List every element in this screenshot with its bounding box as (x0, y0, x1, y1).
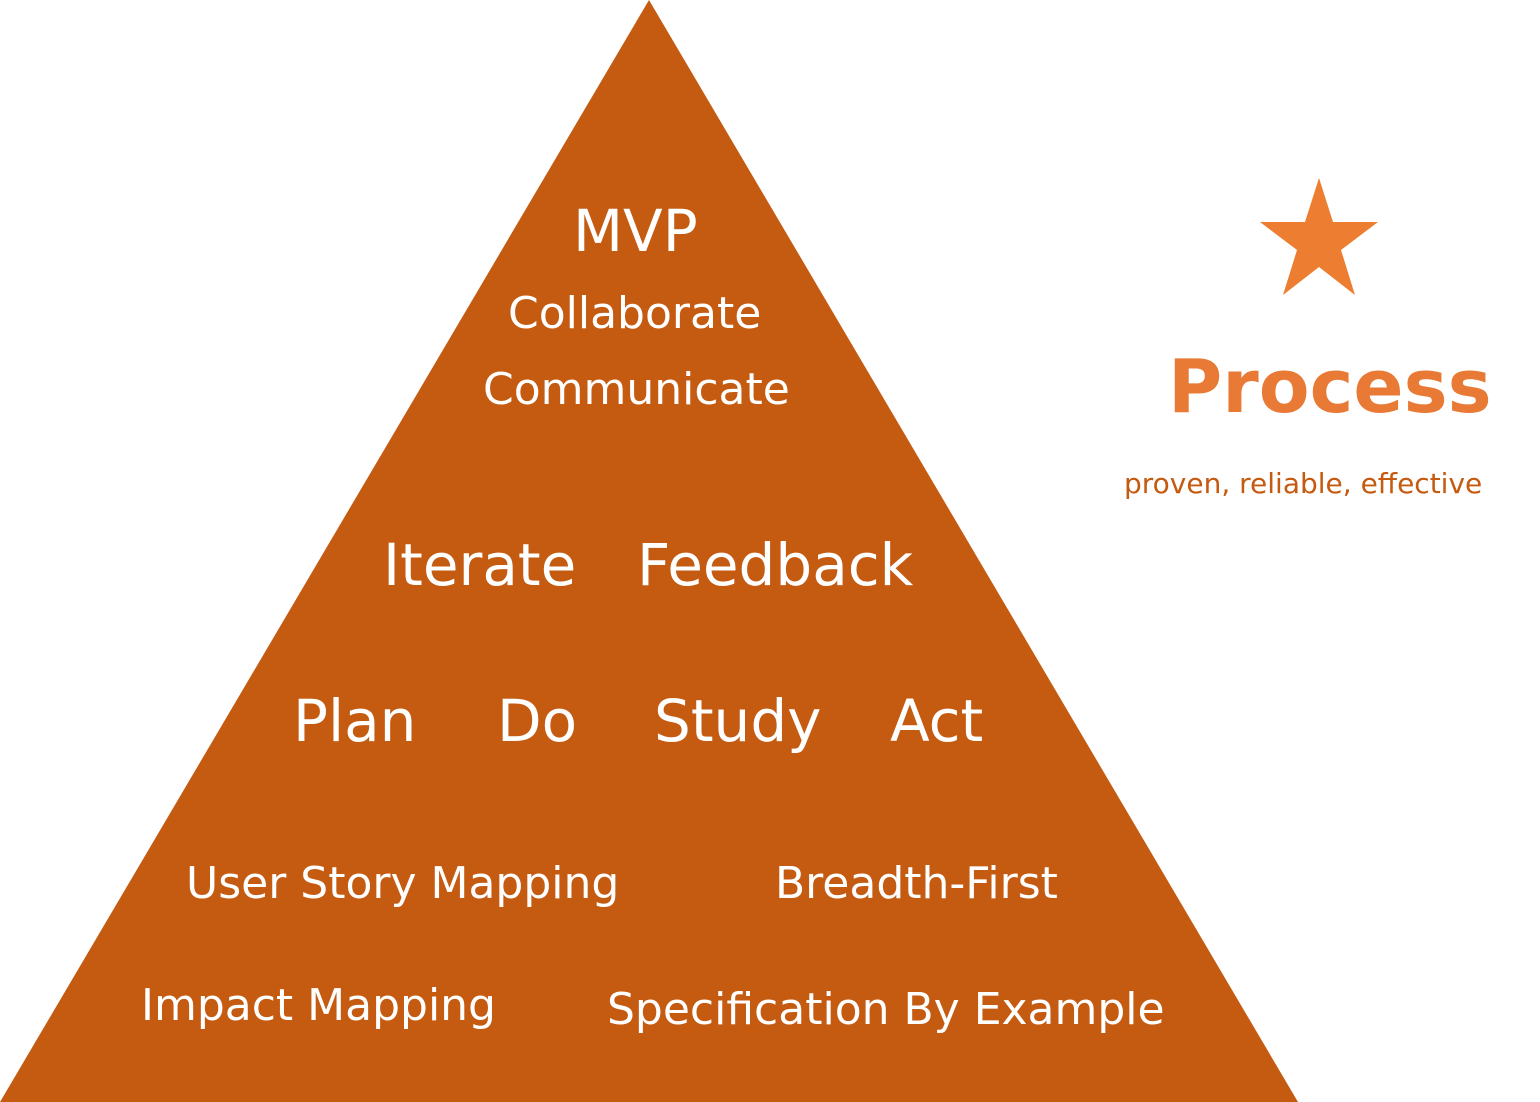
label-plan: Plan (293, 687, 417, 755)
label-study: Study (654, 687, 822, 755)
process-subtitle: proven, reliable, effective (1124, 467, 1483, 500)
pyramid-triangle (0, 0, 1298, 1102)
label-user-story-mapping: User Story Mapping (186, 858, 620, 909)
label-do: Do (497, 687, 578, 755)
label-act: Act (890, 687, 984, 755)
star-icon (1260, 178, 1378, 295)
label-mvp: MVP (573, 197, 698, 265)
label-feedback: Feedback (637, 531, 914, 599)
label-breadth-first: Breadth-First (775, 858, 1058, 909)
label-iterate: Iterate (383, 531, 577, 599)
process-title: Process (1168, 344, 1492, 430)
label-collaborate: Collaborate (508, 288, 762, 339)
label-specification-by-example: Specification By Example (607, 984, 1165, 1035)
label-impact-mapping: Impact Mapping (141, 980, 496, 1031)
label-communicate: Communicate (483, 364, 790, 415)
